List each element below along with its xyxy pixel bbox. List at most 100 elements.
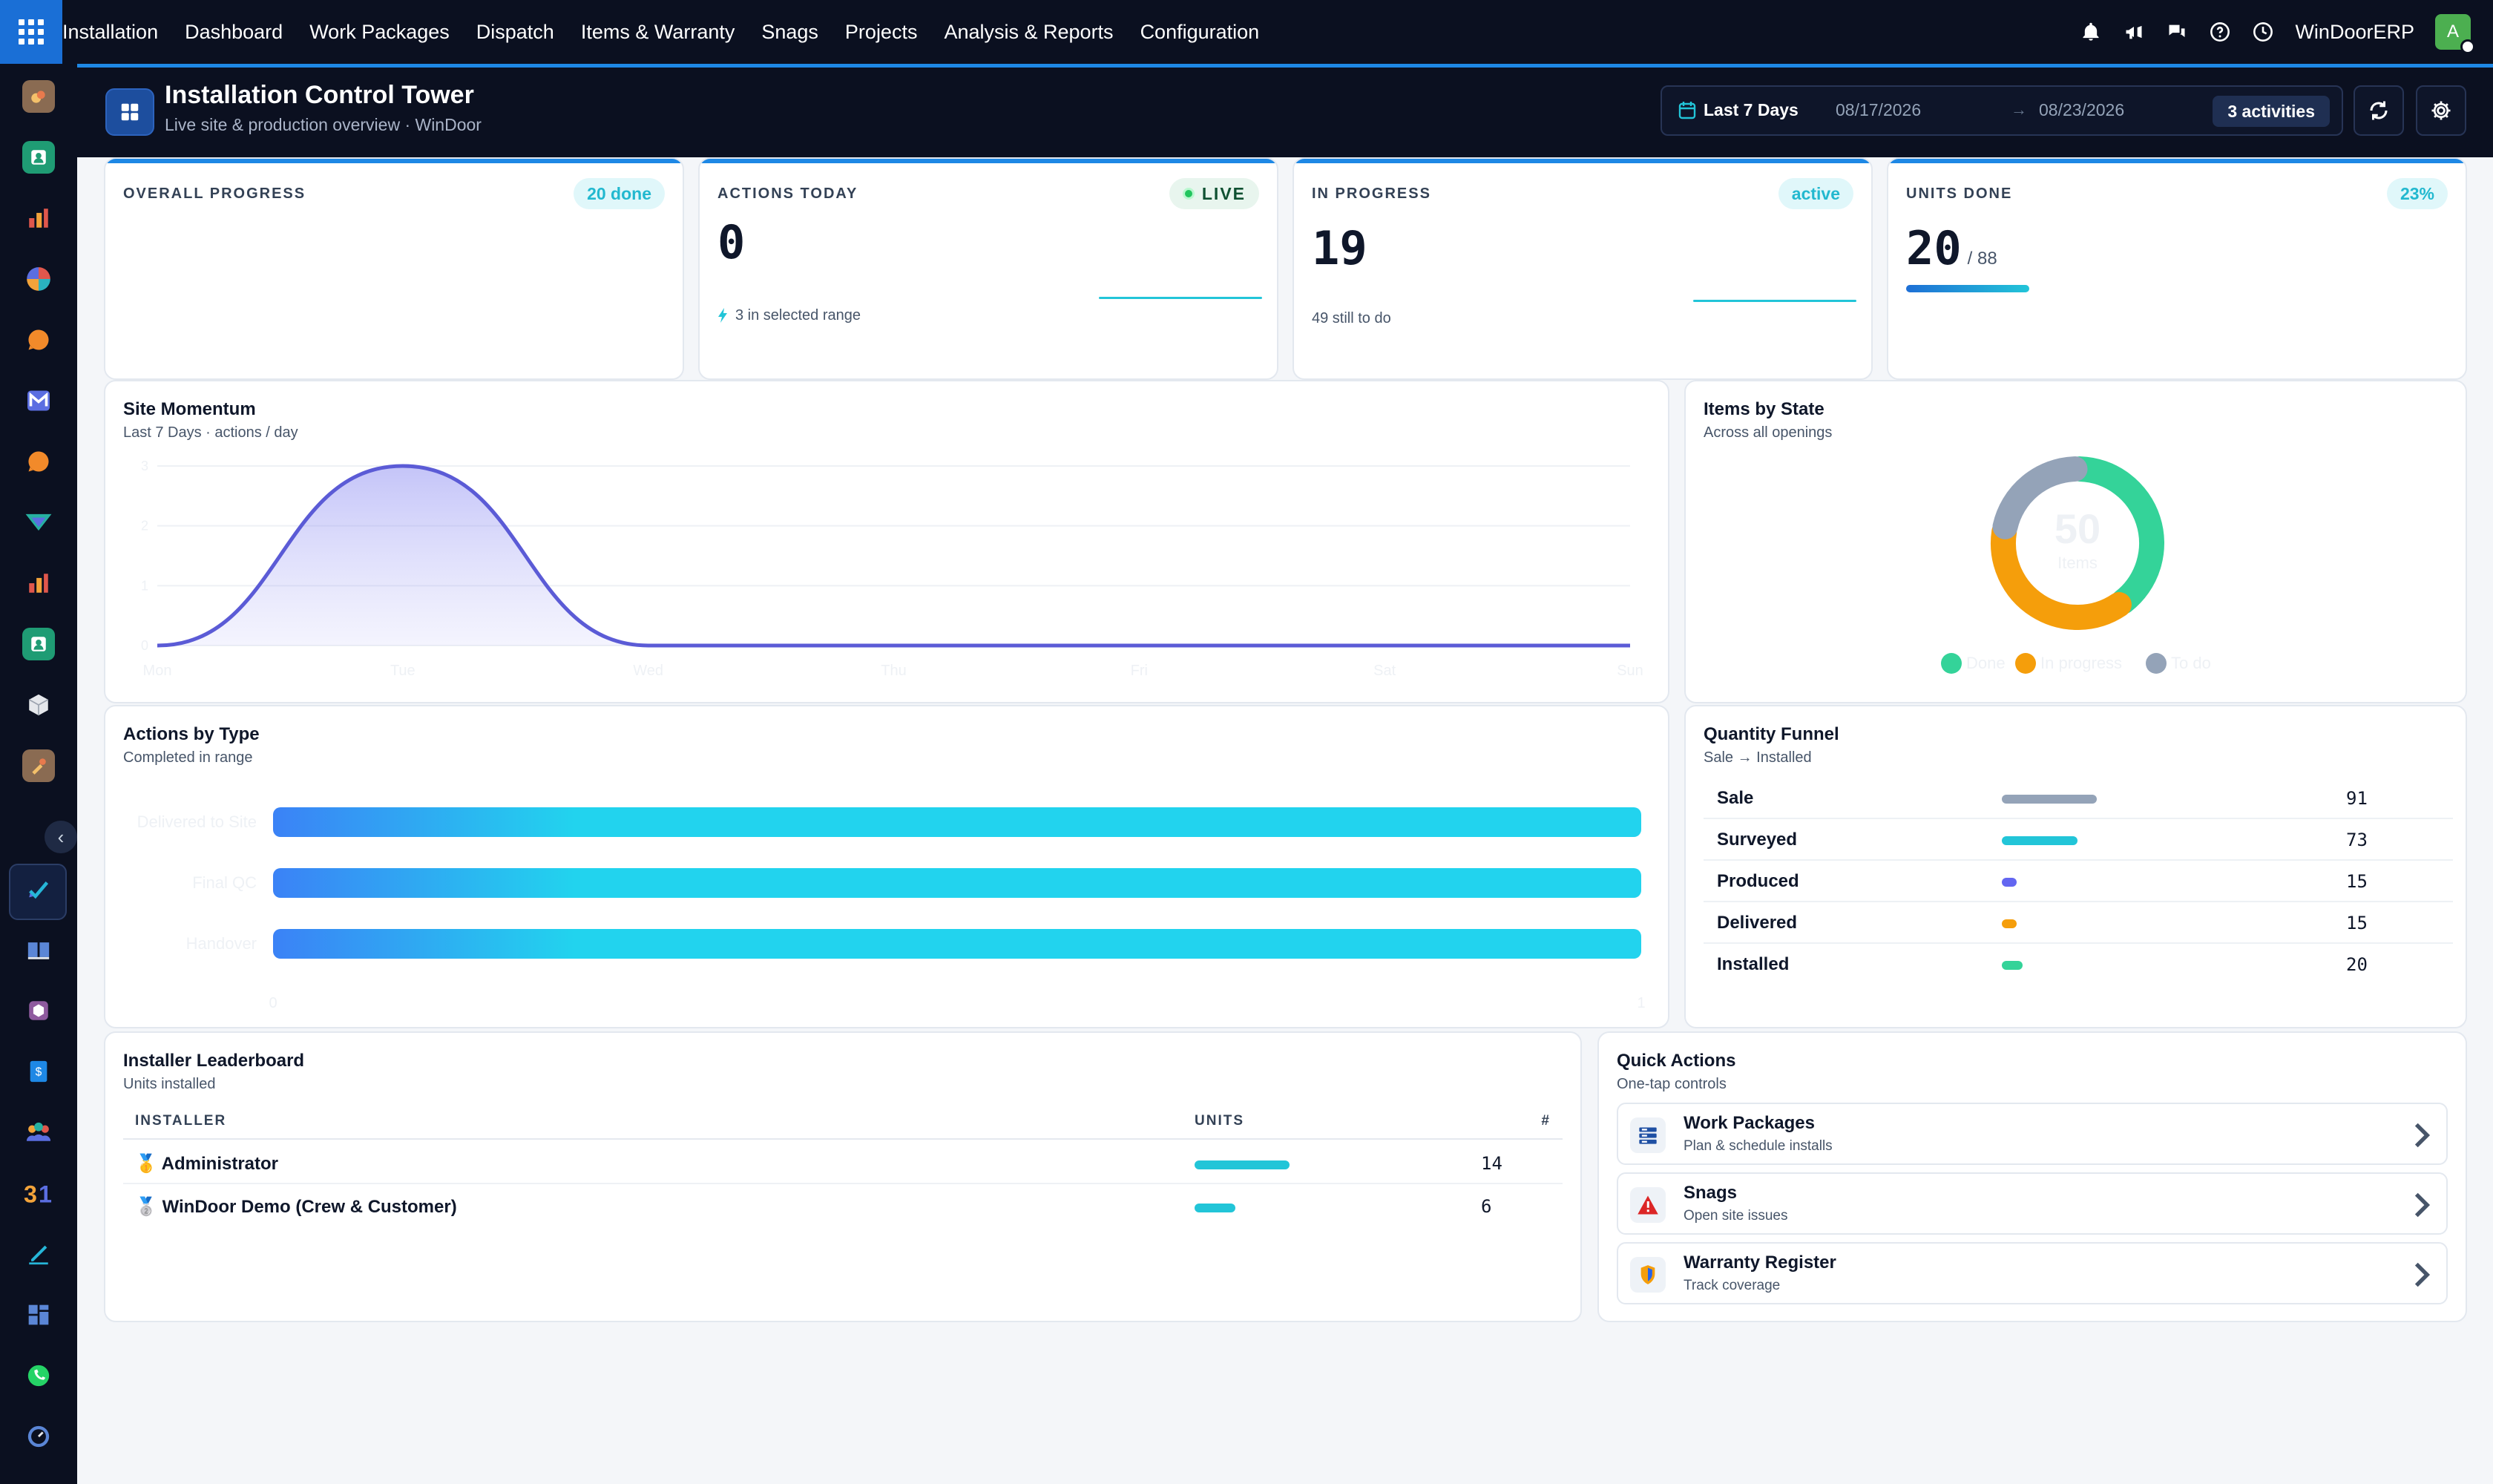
sidebar-app-sign-icon[interactable] [22,1238,55,1270]
menu-item-items-warranty[interactable]: Items & Warranty [580,20,735,43]
quantity-funnel-card: Quantity Funnel Sale → Installed Sale 91… [1684,705,2467,1028]
installer-name: 🥈 WinDoor Demo (Crew & Customer) [135,1196,457,1218]
funnel-row-surveyed: Surveyed 73 [1704,819,2453,861]
sidebar-app-sales-icon[interactable] [22,202,55,234]
sidebar-app-shipping-icon[interactable] [22,994,55,1027]
card-subtitle: Last 7 Days · actions / day [123,424,298,441]
sidebar-app-employees-icon[interactable] [22,628,55,660]
units-bar [1195,1160,1290,1169]
menu-item-dispatch[interactable]: Dispatch [476,20,554,43]
help-icon[interactable] [2209,21,2231,43]
sidebar-collapse-chevron-icon[interactable]: ‹ [45,821,77,853]
menu-item-projects[interactable]: Projects [844,20,918,43]
kpi-badge: 23% [2386,178,2448,209]
quick-action-snags[interactable]: Snags Open site issues [1617,1172,2448,1235]
funnel-label: Surveyed [1717,830,1798,850]
date-range-picker[interactable]: Last 7 Days 08/17/2026 → 08/23/2026 3 ac… [1661,85,2343,136]
card-subtitle: Units installed [123,1076,216,1092]
sidebar-app-whatsapp-icon[interactable] [22,1359,55,1392]
live-badge-label: LIVE [1201,183,1246,203]
card-subtitle: Completed in range [123,749,253,766]
installer-leaderboard-card: Installer Leaderboard Units installed IN… [104,1031,1582,1322]
top-navbar: Installation Dashboard Work Packages Dis… [0,0,2493,64]
sidebar-app-team-icon[interactable] [22,1116,55,1149]
megaphone-icon[interactable] [2123,21,2145,43]
settings-button[interactable] [2416,85,2466,136]
sidebar-app-installation-icon[interactable] [22,873,55,905]
legend-swatch [2015,653,2036,674]
items-by-state-card: Items by State Across all openings 50 It… [1684,380,2467,703]
column-header-installer[interactable]: INSTALLER [135,1113,227,1129]
chat-icon[interactable] [2166,21,2188,43]
kpi-value: 20/ 88 [1906,221,1997,275]
activities-count-badge: 3 activities [2213,96,2330,127]
card-accent-bar [1888,159,2466,163]
kpi-overall-progress-card: OVERALL PROGRESS 20 done [104,157,684,380]
units-progress-fill [1906,285,2029,292]
funnel-bar [2002,878,2017,887]
quick-action-title: Warranty Register [1684,1252,1836,1273]
funnel-bar [2002,961,2023,970]
units-bar [1195,1204,1235,1212]
menu-brand-installation[interactable]: Installation [62,20,159,43]
date-range-preset[interactable]: Last 7 Days [1704,100,1799,119]
sidebar-app-reporting-icon[interactable] [22,567,55,600]
units-done-value: 20 [1906,221,1962,275]
company-name[interactable]: WinDoorERP [2295,20,2414,43]
sidebar-app-dashboards-icon[interactable] [22,263,55,295]
refresh-icon [2370,101,2388,120]
card-subtitle: Across all openings [1704,424,1833,441]
sidebar-app-knowledge-icon[interactable] [22,933,55,966]
table-row[interactable]: 🥇 Administrator 14 [123,1141,1563,1184]
legend-swatch [2146,653,2167,674]
x-tick-label: Mon [143,663,172,679]
refresh-button[interactable] [2354,85,2404,136]
menu-item-work-packages[interactable]: Work Packages [309,20,450,43]
y-tick-label: 0 [141,638,148,653]
sidebar-app-planning-icon[interactable] [22,1298,55,1331]
apps-menu-button[interactable] [0,0,62,64]
date-to-input[interactable]: 08/23/2026 [2039,100,2125,119]
quick-action-work-packages[interactable]: Work Packages Plan & schedule installs [1617,1103,2448,1165]
clock-icon[interactable] [2252,21,2274,43]
donut-center-value: 50 [2054,505,2101,552]
bell-icon[interactable] [2080,21,2102,43]
sidebar-app-invoicing-icon[interactable]: $ [22,1055,55,1088]
quick-action-warranty-register[interactable]: Warranty Register Track coverage [1617,1242,2448,1304]
sidebar-app-manufacturing-icon[interactable] [22,749,55,782]
kpi-sparkline [1099,297,1262,299]
quick-actions-card: Quick Actions One-tap controls Work Pack… [1597,1031,2467,1322]
card-subtitle: One-tap controls [1617,1076,1727,1092]
menu-item-configuration[interactable]: Configuration [1140,20,1260,43]
bar [273,929,1641,959]
quick-action-subtitle: Track coverage [1684,1278,1781,1293]
card-subtitle: Sale → Installed [1704,749,1812,766]
funnel-bar [2002,795,2097,804]
funnel-bar [2002,919,2017,928]
kpi-actions-today-card: ACTIONS TODAY LIVE 0 3 in selected range [698,157,1278,380]
sidebar-app-products-icon[interactable] [22,689,55,721]
user-avatar[interactable]: A [2435,14,2475,54]
apps-grid-icon [19,19,44,45]
date-from-input[interactable]: 08/17/2026 [1836,100,1922,119]
column-header-units[interactable]: UNITS [1195,1113,1244,1129]
column-header-rank[interactable]: # [1541,1113,1551,1129]
sidebar-app-timer-icon[interactable] [22,1420,55,1453]
card-title: Site Momentum [123,399,256,419]
kpi-label: UNITS DONE [1906,186,2013,202]
sidebar-app-web-icon[interactable] [22,1481,55,1484]
sidebar-app-livechat-icon[interactable] [22,324,55,356]
menu-item-analysis-reports[interactable]: Analysis & Reports [944,20,1114,43]
sidebar-app-contacts-icon[interactable] [22,141,55,174]
sidebar-app-helpdesk-icon[interactable] [22,445,55,478]
chevron-right-icon [2414,1262,2431,1287]
installer-name: 🥇 Administrator [135,1153,278,1175]
sidebar-app-inventory-icon[interactable] [22,506,55,539]
items-state-donut-chart: 50 Items Done In progress To do [1941,456,2211,674]
menu-item-dashboard[interactable]: Dashboard [185,20,283,43]
menu-item-snags[interactable]: Snags [761,20,818,43]
sidebar-app-discuss-icon[interactable] [22,80,55,113]
table-row[interactable]: 🥈 WinDoor Demo (Crew & Customer) 6 [123,1184,1563,1227]
sidebar-app-mail-icon[interactable] [22,384,55,417]
